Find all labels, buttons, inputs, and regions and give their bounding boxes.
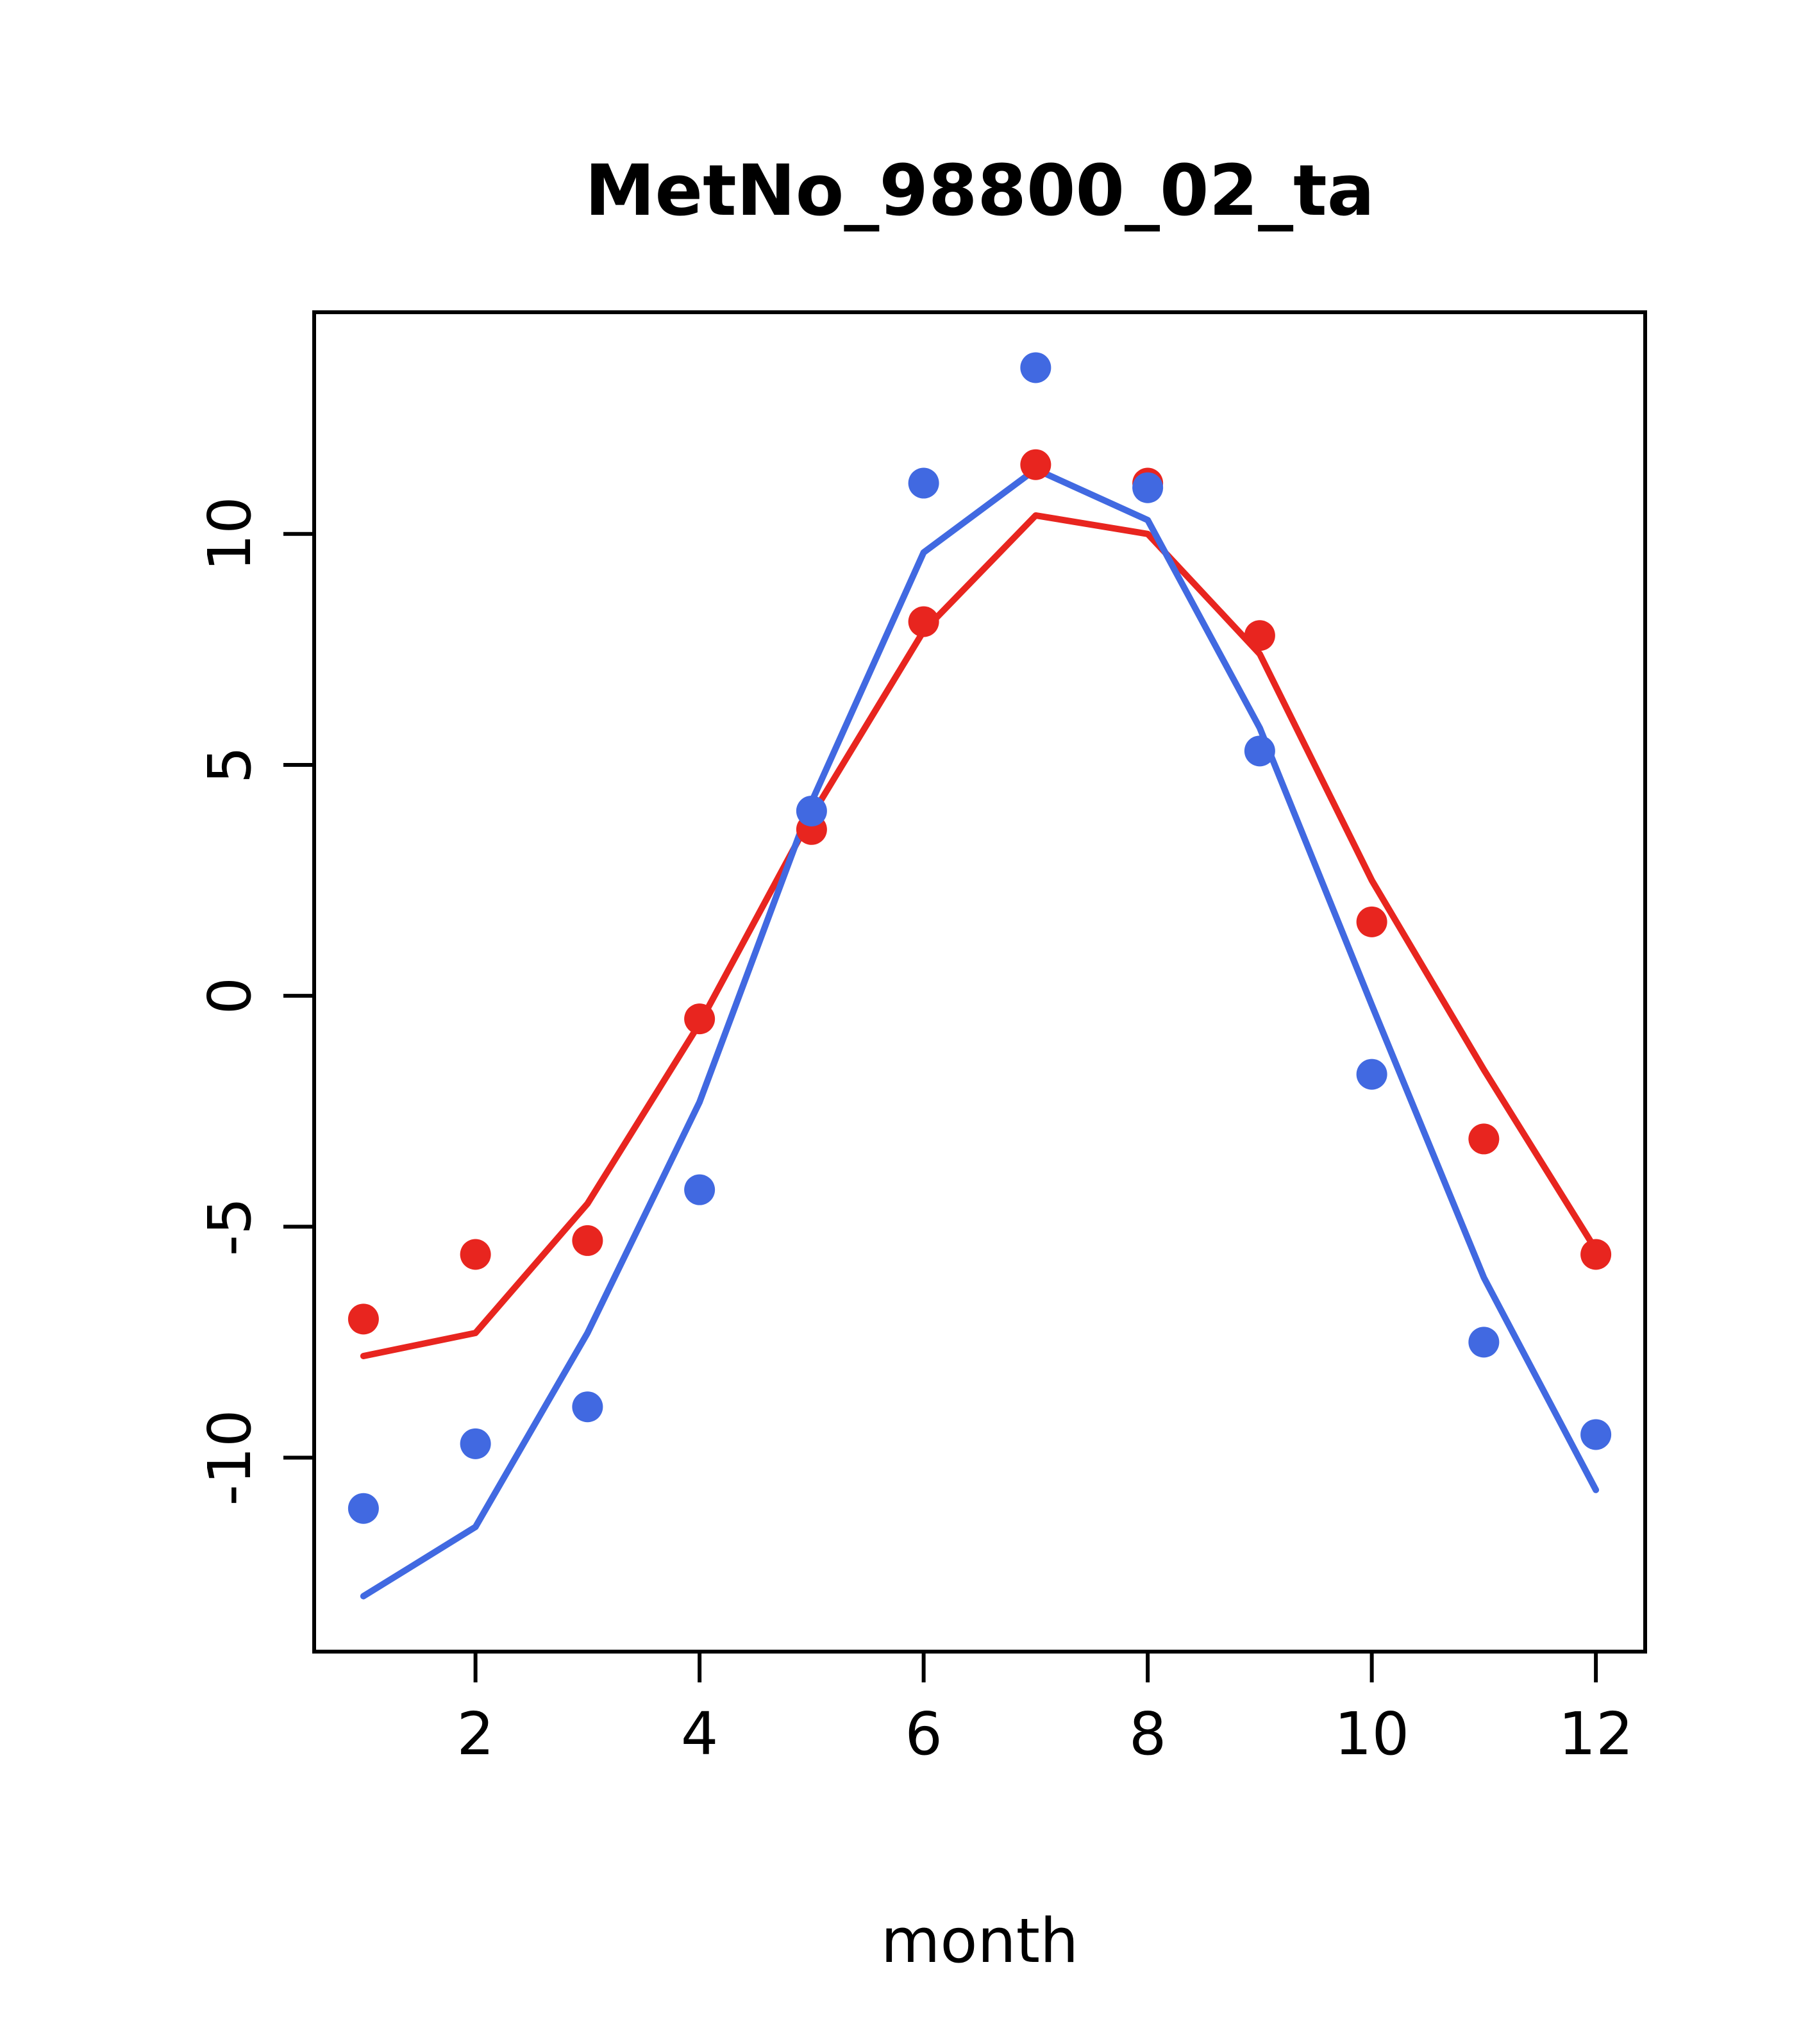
blue-points-marker <box>1468 1327 1500 1358</box>
chart-title: MetNo_98800_02_ta <box>585 149 1375 231</box>
blue-points-marker <box>1132 472 1164 503</box>
red-points-marker <box>1356 906 1387 937</box>
x-tick-label: 4 <box>681 1700 719 1768</box>
red-points-marker <box>572 1225 603 1256</box>
red-points-marker <box>347 1303 379 1335</box>
x-axis-label: month <box>881 1906 1078 1977</box>
blue-points-marker <box>1020 352 1051 383</box>
red-points-marker <box>1468 1123 1500 1155</box>
x-tick-label: 2 <box>456 1700 494 1768</box>
blue-points-marker <box>1356 1059 1387 1090</box>
red-points-marker <box>1580 1239 1612 1270</box>
x-tick-label: 10 <box>1334 1700 1409 1768</box>
series-blue-line <box>360 465 1600 1600</box>
blue-points-marker <box>1244 735 1275 767</box>
red-points-marker <box>460 1239 491 1270</box>
red-points-marker <box>1244 620 1275 651</box>
y-tick-label: 5 <box>196 746 264 784</box>
series-red-points <box>347 449 1612 1335</box>
blue-points-marker <box>572 1391 603 1423</box>
plot-area: 2 4 6 8 10 12 -10 -5 0 5 10 <box>196 310 1647 1768</box>
x-tick-label: 12 <box>1559 1700 1634 1768</box>
y-tick-label: -5 <box>196 1197 264 1256</box>
red-points-marker <box>684 1003 716 1035</box>
y-tick-label: 10 <box>196 496 264 571</box>
blue-points-marker <box>796 795 827 826</box>
blue-points-marker <box>1580 1419 1612 1450</box>
series-red-line <box>360 512 1600 1359</box>
x-tick-label: 6 <box>905 1700 942 1768</box>
red-points-marker <box>1020 449 1051 480</box>
blue-points-marker <box>347 1493 379 1524</box>
blue-points-marker <box>460 1428 491 1459</box>
blue-points-marker <box>908 467 939 499</box>
red-points-marker <box>908 606 939 637</box>
y-tick-label: -10 <box>196 1409 264 1505</box>
blue-points-marker <box>684 1174 716 1205</box>
plot-box <box>312 310 1647 1654</box>
x-tick-label: 8 <box>1129 1700 1167 1768</box>
series-blue-points <box>347 352 1612 1524</box>
y-tick-label: 0 <box>196 977 264 1015</box>
